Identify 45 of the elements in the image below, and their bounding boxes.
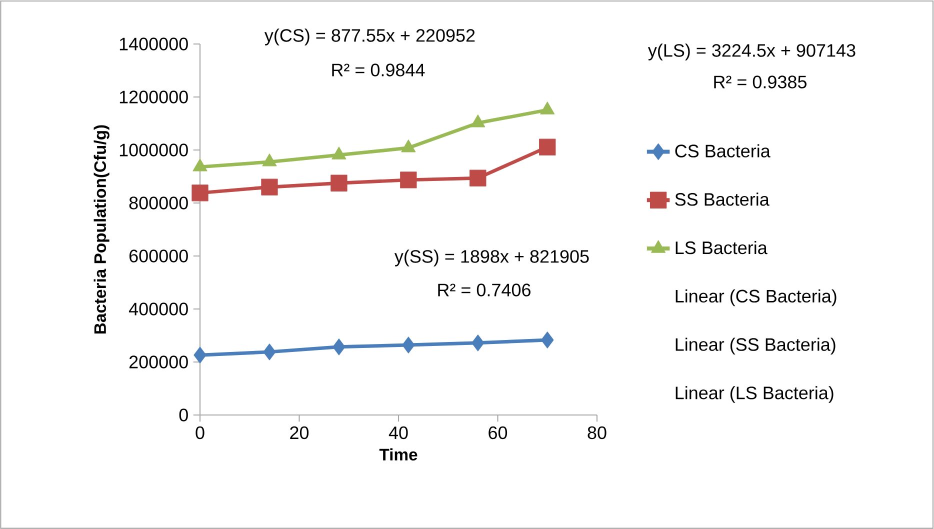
point bbox=[472, 334, 484, 352]
text: y(LS) = 3224.5x + 907143 bbox=[648, 44, 856, 60]
text: Linear (SS Bacteria) bbox=[676, 338, 836, 354]
point bbox=[332, 338, 346, 356]
y-tick-label: 1400000 bbox=[120, 38, 188, 50]
point bbox=[192, 184, 208, 202]
y-tick-label: 200000 bbox=[129, 356, 188, 368]
point bbox=[470, 170, 486, 186]
annotation: y(CS) = 877.55x + 220952 bbox=[264, 28, 475, 46]
point bbox=[541, 332, 554, 348]
y-tick-label: 400000 bbox=[128, 302, 188, 316]
y-tick-label: 0 bbox=[179, 408, 188, 422]
text: R² = 0.9385 bbox=[714, 76, 807, 88]
point bbox=[262, 154, 277, 166]
y-tick-label: 800000 bbox=[129, 196, 188, 210]
y-tick-label: 600000 bbox=[129, 250, 188, 262]
x-tick-label: 80 bbox=[588, 426, 606, 440]
point bbox=[194, 346, 206, 364]
annotation: R² = 0.7406 bbox=[438, 284, 530, 296]
x-tick-label: 20 bbox=[290, 426, 309, 440]
point bbox=[401, 140, 416, 152]
y-tick-label: 1000000 bbox=[120, 144, 188, 156]
point bbox=[540, 102, 555, 114]
point bbox=[330, 174, 348, 192]
point bbox=[332, 146, 346, 160]
point bbox=[263, 344, 276, 360]
text: Linear (CS Bacteria) bbox=[676, 289, 836, 306]
x-axis-title: Time bbox=[379, 448, 418, 461]
point bbox=[261, 178, 278, 196]
point bbox=[192, 158, 208, 172]
legend-label: CS Bacteria bbox=[675, 144, 770, 158]
text: Linear (LS Bacteria) bbox=[676, 386, 834, 403]
x-tick-label: 40 bbox=[388, 426, 408, 440]
point bbox=[402, 336, 415, 354]
y-axis-title: Bacteria Population(Cfu/g) bbox=[94, 125, 110, 334]
point bbox=[400, 172, 417, 188]
point bbox=[539, 138, 556, 156]
annotation: y(SS) = 1898x + 821905 bbox=[394, 250, 589, 266]
annotation: R² = 0.9844 bbox=[332, 64, 425, 76]
legend-label: LS Bacteria bbox=[676, 240, 768, 254]
x-tick-label: 0 bbox=[196, 426, 204, 440]
point bbox=[470, 114, 486, 128]
x-tick-label: 60 bbox=[488, 426, 508, 440]
legend-label: SS Bacteria bbox=[675, 192, 770, 206]
y-tick-label: 1200000 bbox=[120, 90, 188, 104]
